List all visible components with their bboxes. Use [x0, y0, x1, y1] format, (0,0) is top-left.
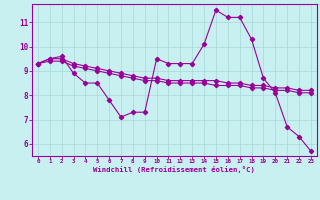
- X-axis label: Windchill (Refroidissement éolien,°C): Windchill (Refroidissement éolien,°C): [93, 166, 255, 173]
